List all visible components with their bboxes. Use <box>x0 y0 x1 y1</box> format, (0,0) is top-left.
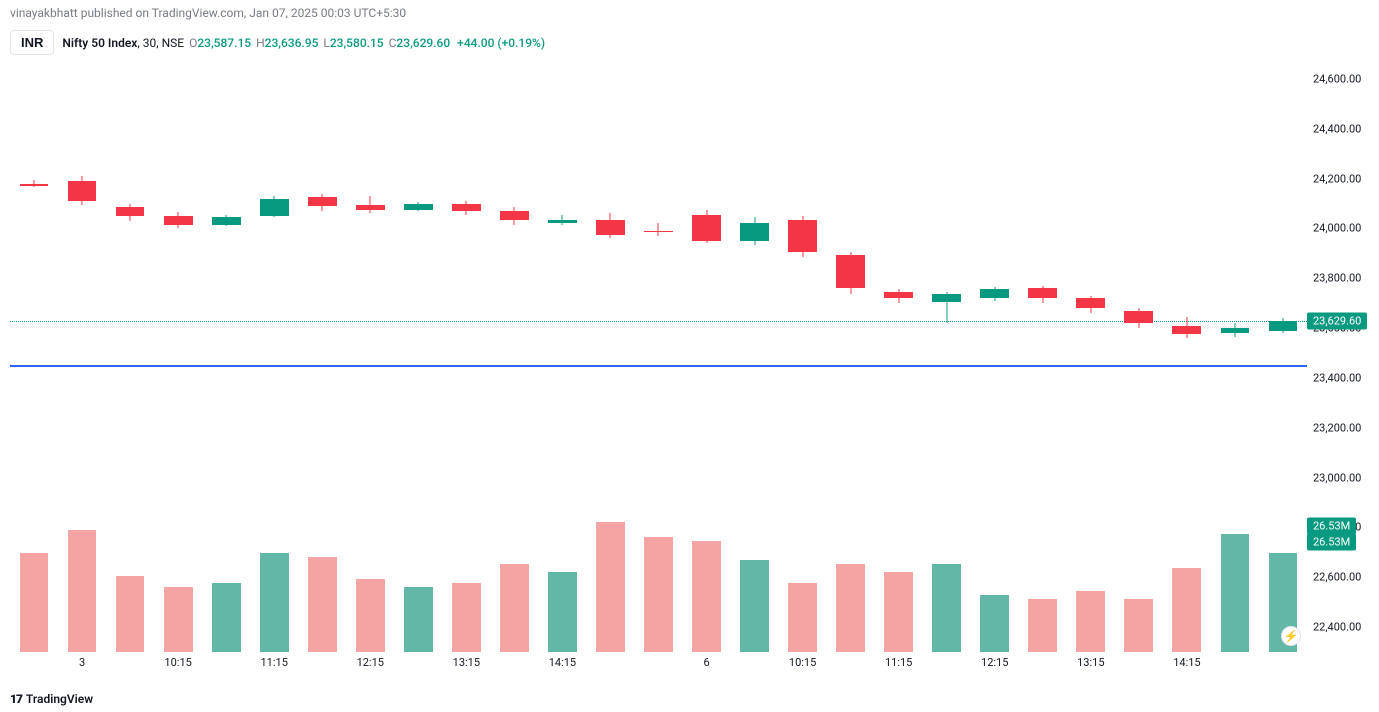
volume-bar[interactable] <box>596 522 625 652</box>
interval: 30 <box>143 36 157 50</box>
y-axis-tick: 23,200.00 <box>1313 421 1361 434</box>
x-axis-tick: 10:15 <box>789 656 816 669</box>
volume-bar[interactable] <box>1124 599 1153 652</box>
volume-bar[interactable] <box>164 587 193 652</box>
symbol-info: Nifty 50 Index, 30, NSE O23,587.15 H23,6… <box>62 36 545 50</box>
tradingview-name: TradingView <box>26 692 93 706</box>
volume-bar[interactable] <box>980 595 1009 652</box>
volume-bar[interactable] <box>452 583 481 652</box>
candle[interactable] <box>356 54 385 652</box>
y-axis-tick: 24,000.00 <box>1313 222 1361 235</box>
symbol-info-bar: INR Nifty 50 Index, 30, NSE O23,587.15 H… <box>0 26 1379 59</box>
y-axis-tick: 24,400.00 <box>1313 122 1361 135</box>
currency-button[interactable]: INR <box>10 30 54 55</box>
publish-text: vinayakbhatt published on TradingView.co… <box>10 6 406 20</box>
y-axis-tick: 23,800.00 <box>1313 272 1361 285</box>
candle[interactable] <box>164 54 193 652</box>
x-axis[interactable]: 3 10:15 11:15 12:15 13:15 14:15 6 10:15 11:15 12:… <box>10 654 1307 674</box>
x-axis-tick: 14:15 <box>1173 656 1200 669</box>
x-axis-tick: 11:15 <box>261 656 288 669</box>
volume-bar[interactable] <box>1172 568 1201 652</box>
candle[interactable] <box>788 54 817 652</box>
volume-bar[interactable] <box>500 564 529 652</box>
candle[interactable] <box>836 54 865 652</box>
volume-bar[interactable] <box>116 576 145 652</box>
candle[interactable] <box>980 54 1009 652</box>
y-axis-tick: 23,000.00 <box>1313 471 1361 484</box>
candle[interactable] <box>116 54 145 652</box>
volume-badge: 26.53M <box>1307 534 1356 551</box>
footer: 17 TradingView <box>10 692 93 706</box>
y-axis-tick: 24,600.00 <box>1313 72 1361 85</box>
change-value: +44.00 (+0.19%) <box>457 36 545 50</box>
candle[interactable] <box>404 54 433 652</box>
x-axis-tick: 3 <box>79 656 85 669</box>
y-axis[interactable]: 22,400.0022,600.0022,800.0023,000.0023,2… <box>1307 54 1379 652</box>
volume-bar[interactable] <box>932 564 961 652</box>
volume-bar[interactable] <box>836 564 865 652</box>
candle[interactable] <box>1172 54 1201 652</box>
x-axis-tick: 11:15 <box>885 656 912 669</box>
chart-area[interactable]: ⚡ <box>10 54 1307 652</box>
symbol-name: Nifty 50 Index <box>62 36 137 50</box>
volume-bar[interactable] <box>692 541 721 652</box>
volume-bar[interactable] <box>788 583 817 652</box>
candle[interactable] <box>932 54 961 652</box>
close-value: 23,629.60 <box>396 36 450 50</box>
volume-bar[interactable] <box>212 583 241 652</box>
volume-badge: 26.53M <box>1307 518 1356 535</box>
volume-bar[interactable] <box>308 557 337 653</box>
volume-bar[interactable] <box>884 572 913 652</box>
high-label: H <box>256 36 265 50</box>
y-axis-tick: 24,200.00 <box>1313 172 1361 185</box>
volume-bar[interactable] <box>1076 591 1105 652</box>
volume-bar[interactable] <box>404 587 433 652</box>
y-axis-tick: 23,400.00 <box>1313 371 1361 384</box>
volume-bar[interactable] <box>260 553 289 652</box>
volume-bar[interactable] <box>740 560 769 652</box>
exchange: NSE <box>162 36 185 50</box>
tradingview-logo-icon: 17 <box>10 692 22 706</box>
volume-bar[interactable] <box>644 537 673 652</box>
volume-bar[interactable] <box>356 579 385 652</box>
x-axis-tick: 13:15 <box>1077 656 1104 669</box>
x-axis-tick: 10:15 <box>164 656 191 669</box>
y-axis-tick: 22,400.00 <box>1313 621 1361 634</box>
candle[interactable] <box>548 54 577 652</box>
x-axis-tick: 12:15 <box>981 656 1008 669</box>
volume-bar[interactable] <box>1221 534 1250 652</box>
high-value: 23,636.95 <box>265 36 319 50</box>
open-value: 23,587.15 <box>197 36 251 50</box>
candle[interactable] <box>884 54 913 652</box>
volume-bar[interactable] <box>68 530 97 652</box>
x-axis-tick: 6 <box>703 656 709 669</box>
x-axis-tick: 12:15 <box>357 656 384 669</box>
volume-bar[interactable] <box>1028 599 1057 652</box>
publish-header: vinayakbhatt published on TradingView.co… <box>0 0 1379 26</box>
candle[interactable] <box>212 54 241 652</box>
x-axis-tick: 13:15 <box>453 656 480 669</box>
volume-bar[interactable] <box>20 553 49 652</box>
lightning-icon[interactable]: ⚡ <box>1281 626 1301 646</box>
x-axis-tick: 14:15 <box>549 656 576 669</box>
y-axis-tick: 22,600.00 <box>1313 571 1361 584</box>
low-value: 23,580.15 <box>330 36 384 50</box>
candle[interactable] <box>1124 54 1153 652</box>
candle[interactable] <box>452 54 481 652</box>
current-price-badge: 23,629.60 <box>1307 312 1367 329</box>
candle[interactable] <box>500 54 529 652</box>
candle[interactable] <box>1076 54 1105 652</box>
candle[interactable] <box>1028 54 1057 652</box>
volume-bar[interactable] <box>548 572 577 652</box>
